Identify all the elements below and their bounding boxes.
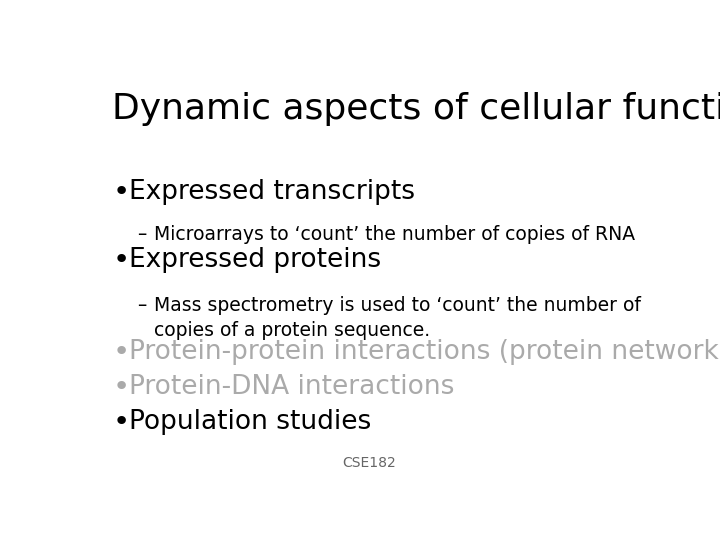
- Text: Mass spectrometry is used to ‘count’ the number of
copies of a protein sequence.: Mass spectrometry is used to ‘count’ the…: [154, 295, 641, 340]
- Text: Expressed transcripts: Expressed transcripts: [129, 179, 415, 205]
- Text: •: •: [112, 338, 130, 366]
- Text: •: •: [112, 246, 130, 274]
- Text: Population studies: Population studies: [129, 409, 372, 435]
- Text: Expressed proteins: Expressed proteins: [129, 247, 381, 273]
- Text: –: –: [138, 295, 147, 315]
- Text: –: –: [138, 225, 147, 244]
- Text: •: •: [112, 408, 130, 436]
- Text: Microarrays to ‘count’ the number of copies of RNA: Microarrays to ‘count’ the number of cop…: [154, 225, 635, 244]
- Text: Protein-protein interactions (protein networks): Protein-protein interactions (protein ne…: [129, 339, 720, 364]
- Text: Dynamic aspects of cellular function: Dynamic aspects of cellular function: [112, 92, 720, 126]
- Text: •: •: [112, 178, 130, 206]
- Text: CSE182: CSE182: [342, 456, 396, 470]
- Text: Protein-DNA interactions: Protein-DNA interactions: [129, 374, 454, 400]
- Text: •: •: [112, 373, 130, 401]
